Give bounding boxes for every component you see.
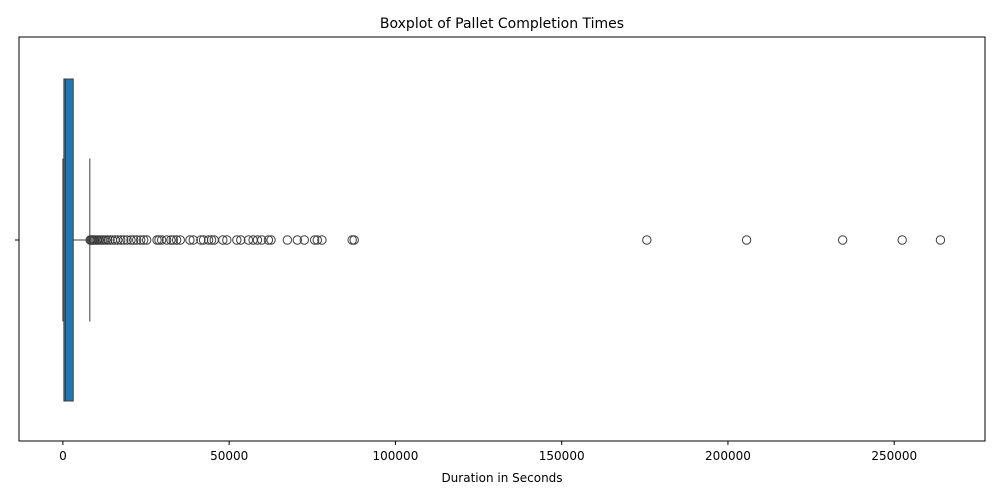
x-tick-label: 200000 — [705, 449, 751, 463]
x-tick-label: 100000 — [373, 449, 419, 463]
plot-area — [62, 78, 946, 402]
outlier-point — [741, 235, 752, 245]
plot-frame — [18, 36, 986, 442]
x-tick-label: 50000 — [210, 449, 248, 463]
x-tick-label: 150000 — [539, 449, 585, 463]
outlier-point — [312, 235, 322, 245]
outlier-point — [349, 235, 359, 245]
outlier-point — [243, 235, 254, 245]
outlier-point — [116, 235, 126, 245]
outlier-point — [263, 235, 274, 245]
outlier-point — [935, 235, 946, 245]
outlier-point — [166, 235, 176, 245]
outlier-point — [236, 235, 246, 245]
chart-title: Boxplot of Pallet Completion Times — [380, 16, 624, 32]
outlier-point — [103, 235, 113, 245]
outlier-point — [299, 235, 310, 245]
outlier-point — [232, 235, 242, 245]
x-axis-label: Duration in Seconds — [441, 471, 562, 485]
outlier-point — [188, 235, 198, 245]
outlier-point — [642, 235, 652, 245]
outlier-point — [203, 235, 214, 245]
outlier-point — [138, 235, 149, 245]
outlier-point — [222, 235, 232, 245]
outlier-point — [119, 235, 129, 245]
outlier-point — [837, 235, 848, 245]
outlier-point — [132, 235, 142, 245]
outlier-point — [126, 235, 136, 245]
outlier-point — [317, 235, 327, 245]
outlier-point — [252, 235, 263, 245]
outlier-point — [122, 235, 132, 245]
outlier-point — [309, 235, 320, 245]
outlier-point — [185, 235, 195, 245]
outlier-point — [897, 235, 907, 245]
outlier-point — [136, 235, 146, 245]
outlier-point — [171, 235, 182, 245]
x-tick-label: 250000 — [871, 449, 917, 463]
outlier-point — [282, 235, 293, 245]
iqr-box — [63, 78, 74, 402]
outlier-point — [206, 235, 217, 245]
outlier-point — [105, 235, 115, 245]
outlier-point — [175, 235, 185, 245]
x-tick-label: 0 — [59, 449, 67, 463]
outlier-point — [154, 235, 164, 245]
outlier-point — [113, 235, 123, 245]
outlier-point — [257, 235, 267, 245]
outlier-point — [168, 235, 178, 245]
outlier-point — [196, 235, 206, 245]
outlier-point — [141, 235, 152, 245]
outlier-point — [161, 235, 172, 245]
outlier-point — [129, 235, 139, 245]
outlier-point — [266, 235, 276, 245]
outlier-point — [156, 235, 167, 245]
outlier-point — [218, 235, 228, 245]
outlier-point — [347, 235, 357, 245]
x-axis: 0 50000 100000 150000 200000 250000 — [15, 36, 986, 463]
outlier-point — [292, 235, 303, 245]
